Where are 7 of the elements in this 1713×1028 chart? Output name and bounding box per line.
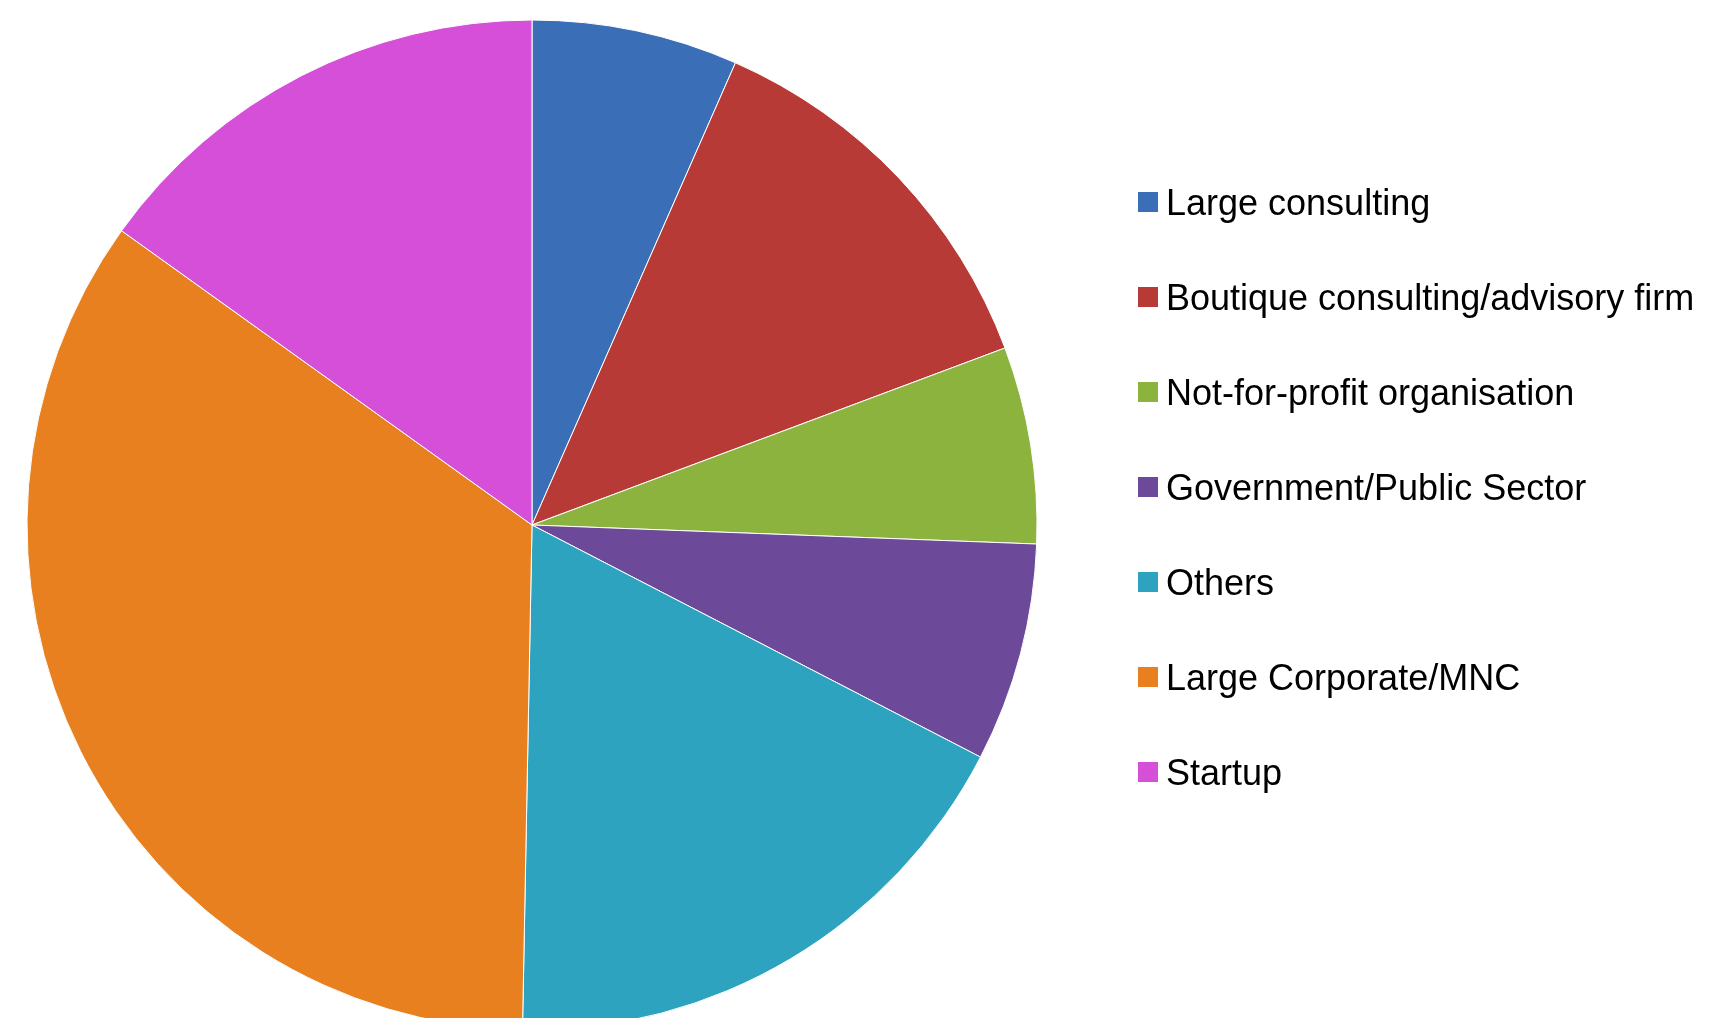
legend-label: Others <box>1166 560 1275 605</box>
legend-label: Startup <box>1166 750 1283 795</box>
legend-label: Large consulting <box>1166 180 1431 225</box>
legend-label: Government/Public Sector <box>1166 465 1587 510</box>
legend-label: Large Corporate/MNC <box>1166 655 1521 700</box>
legend-label: Boutique consulting/advisory firm <box>1166 275 1695 320</box>
legend-label: Not-for-profit organisation <box>1166 370 1575 415</box>
